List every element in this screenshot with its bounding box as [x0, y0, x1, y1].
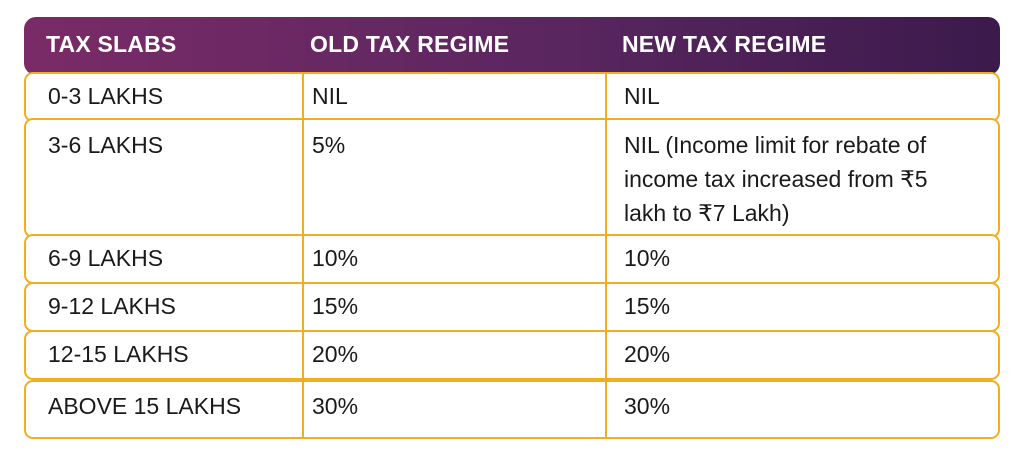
table-row: 12-15 LAKHS 20% 20%	[24, 330, 1000, 380]
column-divider	[605, 236, 607, 282]
column-divider	[605, 382, 607, 437]
cell-tax-slab: 0-3 LAKHS	[48, 83, 164, 109]
column-divider	[302, 120, 304, 236]
cell-old-regime: 30%	[312, 393, 359, 419]
table-row: ABOVE 15 LAKHS 30% 30%	[24, 380, 1000, 439]
table-row: 9-12 LAKHS 15% 15%	[24, 282, 1000, 332]
column-divider	[302, 382, 304, 437]
cell-old-regime: NIL	[312, 83, 348, 109]
column-divider	[302, 332, 304, 378]
cell-old-regime: 10%	[312, 245, 359, 271]
cell-old-regime: 20%	[312, 341, 359, 367]
cell-new-regime: NIL (Income limit for rebate of income t…	[624, 132, 928, 226]
cell-new-regime: 15%	[624, 293, 671, 319]
table-row: 6-9 LAKHS 10% 10%	[24, 234, 1000, 284]
cell-tax-slab: 6-9 LAKHS	[48, 245, 164, 271]
header-new-tax-regime: NEW TAX REGIME	[622, 31, 827, 57]
column-divider	[302, 284, 304, 330]
column-divider	[605, 120, 607, 236]
cell-new-regime: 10%	[624, 245, 671, 271]
header-old-tax-regime: OLD TAX REGIME	[310, 31, 510, 57]
cell-new-regime: 20%	[624, 341, 671, 367]
cell-tax-slab: ABOVE 15 LAKHS	[48, 393, 242, 419]
tax-slab-table: TAX SLABS OLD TAX REGIME NEW TAX REGIME …	[24, 17, 1000, 439]
cell-new-regime: 30%	[624, 393, 671, 419]
column-divider	[605, 284, 607, 330]
cell-tax-slab: 3-6 LAKHS	[48, 132, 164, 158]
column-divider	[605, 332, 607, 378]
column-divider	[302, 236, 304, 282]
column-divider	[605, 74, 607, 120]
table-row: 0-3 LAKHS NIL NIL	[24, 72, 1000, 122]
table-header: TAX SLABS OLD TAX REGIME NEW TAX REGIME	[24, 17, 1000, 75]
cell-old-regime: 5%	[312, 132, 346, 158]
column-divider	[302, 74, 304, 120]
cell-new-regime: NIL	[624, 83, 660, 109]
header-tax-slabs: TAX SLABS	[46, 31, 177, 57]
cell-tax-slab: 12-15 LAKHS	[48, 341, 189, 367]
cell-old-regime: 15%	[312, 293, 359, 319]
cell-tax-slab: 9-12 LAKHS	[48, 293, 176, 319]
table-row: 3-6 LAKHS 5% NIL (Income limit for rebat…	[24, 118, 1000, 238]
